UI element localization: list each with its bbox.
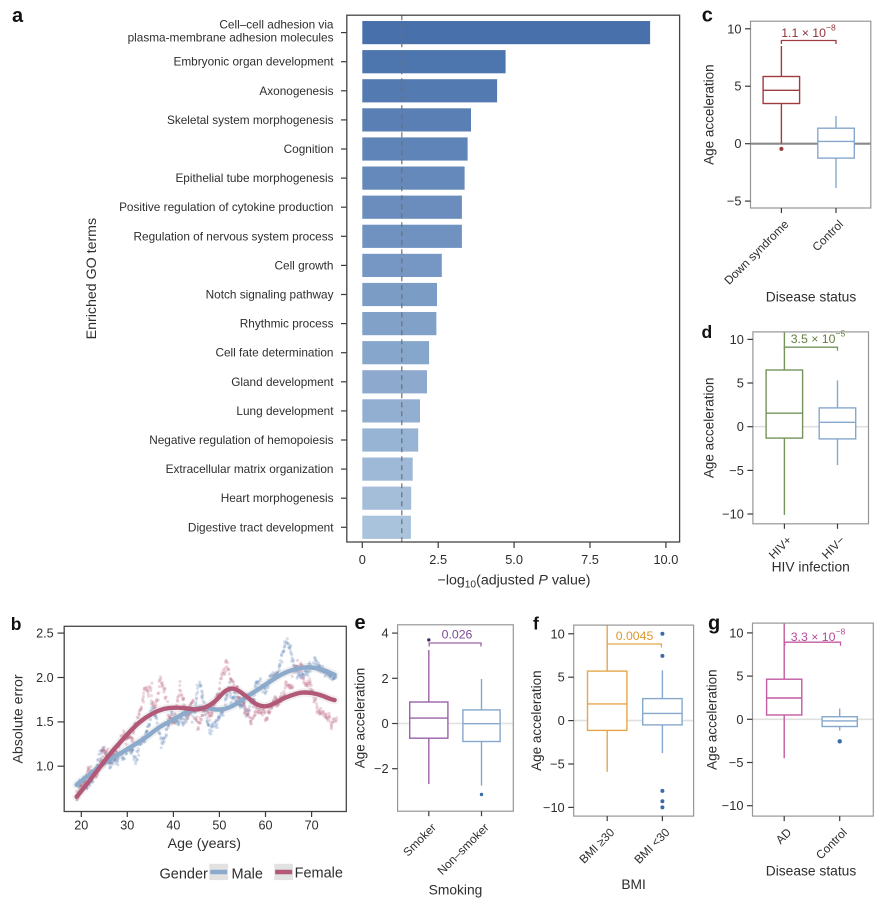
svg-text:Heart morphogenesis: Heart morphogenesis <box>221 491 334 505</box>
svg-text:Cell growth: Cell growth <box>274 258 333 272</box>
svg-text:b: b <box>11 614 22 634</box>
svg-text:Embryonic organ development: Embryonic organ development <box>173 55 334 69</box>
svg-text:Epithelial tube morphogenesis: Epithelial tube morphogenesis <box>175 171 333 185</box>
svg-text:AD: AD <box>773 825 794 846</box>
svg-text:5.0: 5.0 <box>505 552 523 567</box>
svg-text:3.5 × 10−5: 3.5 × 10−5 <box>791 329 846 346</box>
svg-text:20: 20 <box>74 819 88 833</box>
svg-text:−10: −10 <box>722 798 744 813</box>
svg-text:Disease status: Disease status <box>766 290 857 305</box>
svg-text:Female: Female <box>295 865 343 881</box>
svg-text:−5: −5 <box>729 755 744 770</box>
svg-text:−2: −2 <box>374 761 389 776</box>
svg-text:5: 5 <box>558 670 565 685</box>
svg-text:Digestive tract development: Digestive tract development <box>188 520 334 534</box>
svg-text:Regulation of nervous system p: Regulation of nervous system process <box>134 229 334 243</box>
svg-text:c: c <box>702 4 713 26</box>
svg-text:7.5: 7.5 <box>581 552 599 567</box>
svg-text:f: f <box>533 614 539 634</box>
svg-text:Smoker: Smoker <box>400 820 439 859</box>
svg-text:e: e <box>355 612 366 634</box>
svg-text:BMI: BMI <box>621 877 646 892</box>
svg-text:Age acceleration: Age acceleration <box>529 670 544 771</box>
svg-text:Age acceleration: Age acceleration <box>705 669 720 770</box>
svg-text:Negative regulation of hemopoi: Negative regulation of hemopoiesis <box>149 433 333 447</box>
svg-text:2.5: 2.5 <box>36 627 54 641</box>
svg-text:Age (years): Age (years) <box>168 836 241 852</box>
svg-text:0.0045: 0.0045 <box>616 629 654 643</box>
svg-text:Gender: Gender <box>160 866 209 882</box>
svg-text:Axonogenesis: Axonogenesis <box>259 84 333 98</box>
svg-text:Absolute error: Absolute error <box>11 674 27 763</box>
svg-text:HIV+: HIV+ <box>766 533 795 562</box>
svg-text:0: 0 <box>381 716 388 731</box>
svg-text:−log10(adjusted P value): −log10(adjusted P value) <box>438 573 591 591</box>
svg-text:0: 0 <box>359 552 366 567</box>
svg-text:60: 60 <box>258 819 272 833</box>
svg-text:Rhythmic process: Rhythmic process <box>240 317 334 331</box>
svg-text:10: 10 <box>550 626 564 641</box>
svg-text:4: 4 <box>381 626 388 641</box>
svg-text:−5: −5 <box>550 757 565 772</box>
svg-text:40: 40 <box>166 819 180 833</box>
svg-text:Smoking: Smoking <box>429 883 483 898</box>
svg-text:HIV−: HIV− <box>819 533 848 562</box>
svg-text:−5: −5 <box>727 194 742 209</box>
svg-text:1.0: 1.0 <box>36 760 54 774</box>
svg-text:10: 10 <box>730 332 744 347</box>
svg-text:10: 10 <box>727 21 741 36</box>
svg-text:Notch signaling pathway: Notch signaling pathway <box>206 288 334 302</box>
svg-text:−10: −10 <box>543 800 565 815</box>
svg-text:10: 10 <box>729 625 743 640</box>
svg-text:0.026: 0.026 <box>442 627 473 641</box>
svg-text:BMI ≥30: BMI ≥30 <box>576 825 617 866</box>
svg-text:−5: −5 <box>729 463 744 478</box>
svg-text:−10: −10 <box>722 507 744 522</box>
svg-text:g: g <box>708 613 720 635</box>
svg-text:Cell–cell adhesion via: Cell–cell adhesion via <box>219 18 334 32</box>
svg-text:3.3 × 10−8: 3.3 × 10−8 <box>791 627 846 644</box>
svg-text:0: 0 <box>558 713 565 728</box>
svg-text:2.0: 2.0 <box>36 671 54 685</box>
svg-text:Extracellular matrix organizat: Extracellular matrix organization <box>166 462 334 476</box>
svg-text:1.5: 1.5 <box>36 715 54 729</box>
svg-text:Control: Control <box>813 825 850 862</box>
svg-text:Disease status: Disease status <box>766 863 857 878</box>
svg-text:Enriched GO terms: Enriched GO terms <box>84 218 100 339</box>
svg-text:d: d <box>702 322 713 342</box>
svg-text:a: a <box>12 5 24 27</box>
svg-text:0: 0 <box>734 136 741 151</box>
svg-text:Control: Control <box>809 217 846 254</box>
svg-text:50: 50 <box>212 819 226 833</box>
svg-text:5: 5 <box>734 79 741 94</box>
svg-text:Non–smoker: Non–smoker <box>434 820 491 877</box>
svg-text:2.5: 2.5 <box>429 552 447 567</box>
svg-text:10.0: 10.0 <box>653 552 678 567</box>
svg-text:Age acceleration: Age acceleration <box>702 378 717 479</box>
svg-text:Age acceleration: Age acceleration <box>702 64 717 165</box>
svg-text:plasma-membrane adhesion molec: plasma-membrane adhesion molecules <box>128 31 334 45</box>
svg-text:Male: Male <box>232 866 263 882</box>
svg-text:5: 5 <box>736 669 743 684</box>
svg-text:2: 2 <box>381 671 388 686</box>
svg-text:Cell fate determination: Cell fate determination <box>215 346 333 360</box>
svg-text:Skeletal system morphogenesis: Skeletal system morphogenesis <box>167 113 334 127</box>
svg-text:1.1 × 10−8: 1.1 × 10−8 <box>781 23 836 40</box>
svg-text:Lung development: Lung development <box>236 404 334 418</box>
svg-text:0: 0 <box>737 419 744 434</box>
svg-text:BMI <30: BMI <30 <box>631 825 673 867</box>
svg-text:Gland development: Gland development <box>231 375 334 389</box>
svg-text:0: 0 <box>736 712 743 727</box>
svg-text:Down syndrome: Down syndrome <box>721 217 791 287</box>
svg-text:Cognition: Cognition <box>284 142 334 156</box>
svg-text:5: 5 <box>737 376 744 391</box>
svg-text:70: 70 <box>305 819 319 833</box>
svg-text:30: 30 <box>120 819 134 833</box>
svg-text:HIV infection: HIV infection <box>772 560 850 575</box>
svg-text:Age acceleration: Age acceleration <box>353 668 368 769</box>
svg-text:Positive regulation of cytokin: Positive regulation of cytokine producti… <box>119 200 333 214</box>
